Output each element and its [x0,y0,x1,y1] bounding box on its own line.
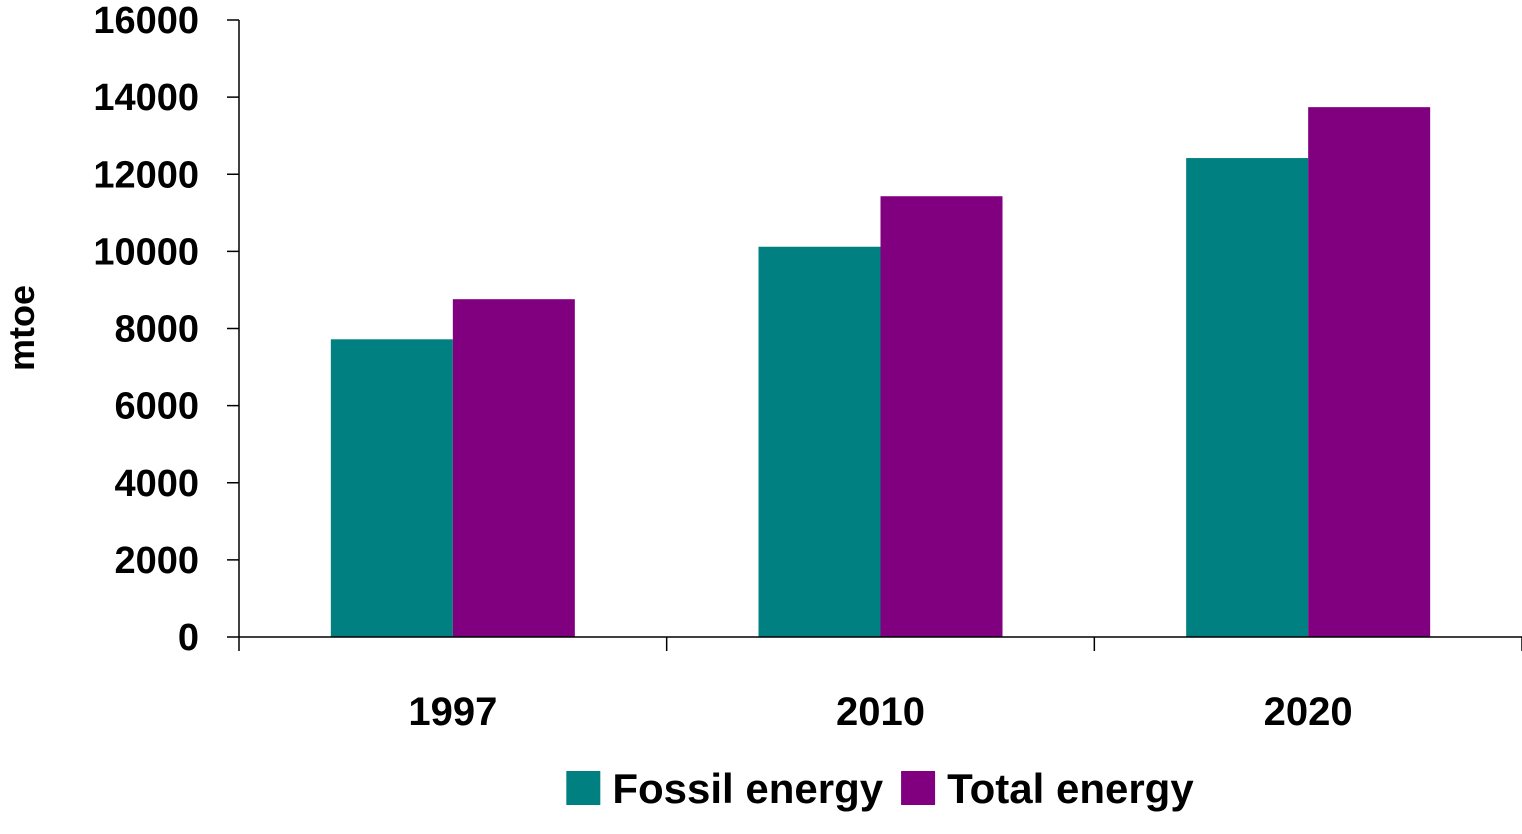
legend-swatch [901,771,936,805]
y-tick-label: 0 [178,617,199,659]
bar-total-energy-1997 [452,299,575,637]
x-category-label: 2010 [836,690,925,734]
bar-fossil-energy-2010 [758,246,881,637]
bar-fossil-energy-2020 [1186,158,1309,637]
legend-label: Fossil energy [612,765,883,812]
bars-group [330,107,1431,638]
y-tick-label: 2000 [114,540,199,582]
bar-total-energy-2010 [880,196,1003,637]
x-axis-ticks: 1997 2010 2020 [238,637,1522,734]
legend-swatch [566,771,601,805]
y-tick-label: 6000 [114,386,199,428]
legend-item: Total energy [901,765,1194,812]
y-tick-label: 12000 [93,154,199,196]
y-axis-title: mtoe [1,285,42,371]
plot-area: 0 2000 4000 6000 8000 10000 12000 14000 16000 19… [93,0,1522,734]
legend-item: Fossil energy [566,765,884,812]
legend: Fossil energy Total energy [566,765,1194,812]
y-axis-ticks: 0 2000 4000 6000 8000 10000 12000 14000 16000 [93,0,239,659]
y-tick-label: 8000 [114,309,199,351]
legend-label: Total energy [947,765,1194,812]
y-tick-label: 4000 [114,463,199,505]
y-tick-label: 14000 [93,77,199,119]
bar-fossil-energy-1997 [330,339,453,637]
y-tick-label: 10000 [93,231,199,273]
bar-total-energy-2020 [1308,107,1431,638]
x-category-label: 2020 [1264,690,1353,734]
x-category-label: 1997 [408,690,497,734]
y-tick-label: 16000 [93,0,199,42]
